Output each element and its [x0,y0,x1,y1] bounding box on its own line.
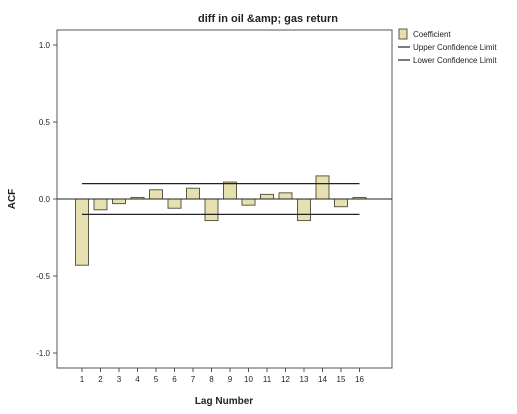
x-tick-label: 1 [80,375,85,384]
y-tick-label: 0.5 [39,118,51,127]
x-tick-label: 7 [191,375,196,384]
x-tick-label: 2 [98,375,103,384]
acf-bar [334,198,348,208]
x-tick-label: 4 [135,375,140,384]
y-tick-label: -1.0 [36,349,50,358]
x-tick-label: 6 [172,375,177,384]
x-tick-label: 16 [355,375,364,384]
y-tick-label: -0.5 [36,272,50,281]
acf-bar [186,187,200,200]
x-axis: 1 2 3 4 5 6 7 8 9 10 11 12 13 14 15 16 [80,368,364,384]
acf-bar [241,198,256,206]
acf-bar [204,198,219,222]
acf-bar [297,198,311,222]
legend-label: Coefficient [413,30,451,39]
x-tick-label: 11 [263,375,272,384]
x-axis-title: Lag Number [195,396,253,407]
x-tick-label: 5 [154,375,159,384]
x-tick-label: 10 [244,375,253,384]
acf-bar [260,193,274,200]
x-tick-label: 12 [281,375,290,384]
x-tick-label: 3 [117,375,122,384]
acf-bar [278,192,293,200]
y-tick-label: 0.0 [39,195,51,204]
y-tick-label: 1.0 [39,41,51,50]
x-tick-label: 8 [209,375,214,384]
x-tick-label: 14 [318,375,327,384]
acf-bar [75,198,89,266]
legend-swatch-coefficient [398,28,408,40]
y-axis: 1.0 0.5 0.0 -0.5 -1.0 [36,41,57,358]
acf-bar [315,175,330,200]
acf-bar [149,189,163,200]
bar-series [75,175,367,266]
confidence-lines [57,183,392,215]
chart-title: diff in oil &amp; gas return [198,13,338,25]
legend-label: Lower Confidence Limit [413,56,497,65]
x-tick-label: 15 [337,375,346,384]
legend: Coefficient Upper Confidence Limit Lower C… [398,28,497,65]
x-tick-label: 9 [228,375,233,384]
acf-bar [223,181,237,200]
acf-bar [93,198,108,211]
legend-label: Upper Confidence Limit [413,43,497,52]
y-axis-title: ACF [7,189,18,210]
acf-bar [112,198,126,205]
x-tick-label: 13 [300,375,309,384]
acf-bar [167,198,182,209]
